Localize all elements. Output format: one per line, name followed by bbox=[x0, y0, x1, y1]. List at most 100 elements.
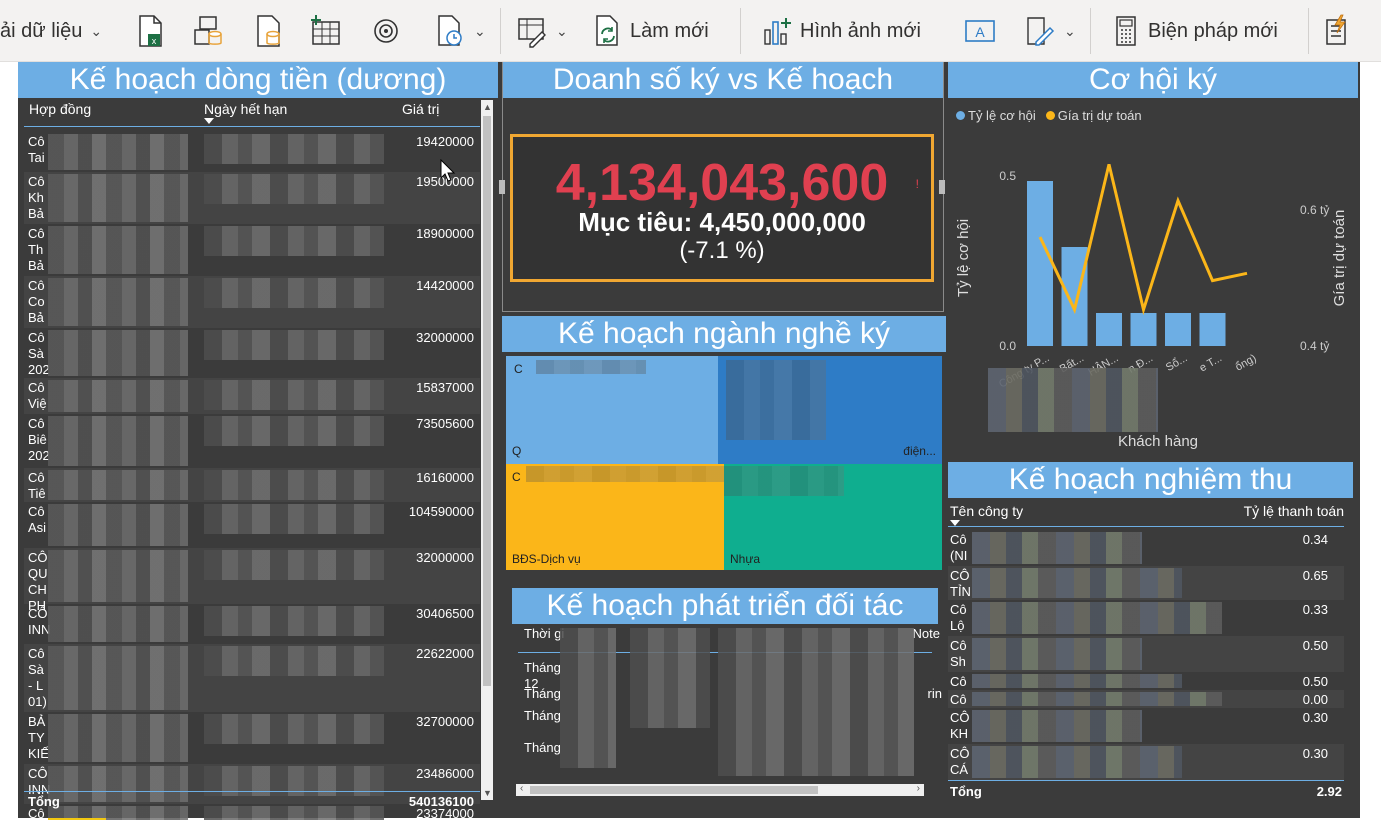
header-divider bbox=[24, 126, 480, 127]
scroll-left-icon[interactable]: ‹ bbox=[520, 783, 524, 794]
partner-col-time[interactable]: Thời gi bbox=[524, 626, 565, 641]
chevron-down-icon[interactable]: ⌄ bbox=[1064, 22, 1076, 39]
table-row[interactable]: Tháng 12 bbox=[518, 660, 932, 691]
calculator-icon bbox=[1116, 16, 1136, 46]
partner-note: rin bbox=[927, 686, 942, 701]
legend-item[interactable]: Gía trị dự toán bbox=[1045, 108, 1142, 123]
cashflow-scrollbar[interactable]: ▲ ▼ bbox=[481, 100, 493, 800]
col-rate-header[interactable]: Tỷ lệ thanh toán bbox=[1243, 503, 1344, 519]
company-name: Cô (NI bbox=[950, 532, 968, 563]
bar-opportunity-rate[interactable] bbox=[1096, 313, 1122, 346]
contract-name: Cô Việ bbox=[28, 380, 47, 411]
table-row[interactable]: Tháng bbox=[518, 708, 932, 734]
scrollbar-thumb[interactable] bbox=[483, 116, 491, 686]
table-row[interactable]: Cô Co Bả 14420000 bbox=[18, 276, 480, 328]
table-row[interactable]: Tháng bbox=[518, 740, 932, 766]
recent-sources-button[interactable]: ⌄ bbox=[434, 10, 486, 52]
contract-value: 32000000 bbox=[416, 330, 474, 345]
treemap-cell[interactable]: C Q bbox=[506, 356, 718, 464]
get-data-button[interactable]: ải dữ liệu ⌄ bbox=[0, 10, 102, 52]
sql-button[interactable] bbox=[252, 10, 284, 52]
acceptance-header-divider bbox=[948, 526, 1344, 527]
table-row[interactable]: CÔ INN 30406500 bbox=[18, 604, 480, 644]
acceptance-title: Kế hoạch nghiệm thu bbox=[948, 462, 1353, 498]
contract-value: 23374000 bbox=[416, 806, 474, 820]
dataverse-icon bbox=[374, 19, 398, 43]
table-row[interactable]: CÔ TỈN 0.65 bbox=[948, 566, 1344, 600]
legend-item[interactable]: Tỷ lệ cơ hội bbox=[956, 108, 1036, 123]
table-row[interactable]: Cô 0.00 bbox=[948, 690, 1344, 708]
table-row[interactable]: Cô Asi 104590000 bbox=[18, 502, 480, 548]
col-contract-header[interactable]: Hợp đồng bbox=[29, 101, 92, 117]
table-row[interactable]: CÔ INN 23486000 bbox=[18, 764, 480, 804]
table-row[interactable]: Cô Tai 19420000 bbox=[18, 132, 480, 172]
bar-opportunity-rate[interactable] bbox=[1130, 313, 1157, 346]
col-expiry-header[interactable]: Ngày hết hạn bbox=[204, 101, 288, 117]
table-row[interactable]: Cô Biê 202 73505600 bbox=[18, 414, 480, 468]
table-row[interactable]: Cô (NI 0.34 bbox=[948, 530, 1344, 566]
refresh-button[interactable]: Làm mới bbox=[592, 10, 709, 52]
total-label: Tổng bbox=[28, 794, 60, 809]
new-visual-button[interactable]: Hình ảnh mới bbox=[762, 10, 921, 52]
table-row[interactable]: Cô Sà - L 01) 22622000 bbox=[18, 644, 480, 712]
series-line-estimate[interactable] bbox=[1038, 163, 1248, 316]
table-row[interactable]: BẢ TY KIẾ 32700000 bbox=[18, 712, 480, 764]
partner-hscrollbar[interactable]: ‹ › bbox=[516, 783, 924, 796]
data-hub-button[interactable] bbox=[192, 10, 224, 52]
chevron-down-icon[interactable]: ⌄ bbox=[90, 22, 103, 39]
kpi-card[interactable]: 4,134,043,600 ! Mục tiêu: 4,450,000,000 … bbox=[510, 134, 934, 282]
contract-value: 30406500 bbox=[416, 606, 474, 621]
col-value-header[interactable]: Giá trị bbox=[402, 101, 440, 117]
svg-text:A: A bbox=[975, 24, 985, 40]
scroll-right-icon[interactable]: › bbox=[916, 783, 920, 794]
contract-name: CÔ INN bbox=[28, 606, 51, 637]
opportunity-chart[interactable]: Tỷ lệ cơ hội Gía trị dự toán Tỷ lệ cơ hộ… bbox=[948, 98, 1358, 460]
bar-opportunity-rate[interactable] bbox=[1199, 313, 1226, 346]
treemap-cell[interactable]: Nhựa bbox=[724, 464, 942, 570]
table-row[interactable]: Cô Th Bả 18900000 bbox=[18, 224, 480, 276]
contract-name: Cô Th Bả bbox=[28, 226, 45, 273]
treemap-cell[interactable]: C BĐS-Dịch vụ bbox=[506, 464, 726, 570]
bar-opportunity-rate[interactable] bbox=[1165, 313, 1191, 346]
more-visuals-button[interactable]: ⌄ bbox=[1024, 10, 1076, 52]
partner-col-note[interactable]: Note bbox=[912, 626, 940, 641]
enter-data-button[interactable] bbox=[310, 10, 342, 52]
table-row[interactable]: Cô Kh Bả 19500000 bbox=[18, 172, 480, 224]
acceptance-total-divider bbox=[948, 780, 1344, 781]
quick-measure-button[interactable] bbox=[1320, 10, 1352, 52]
bar-opportunity-rate[interactable] bbox=[1027, 181, 1053, 346]
table-row[interactable]: Tháng rin bbox=[518, 686, 942, 712]
refresh-icon bbox=[596, 15, 618, 46]
table-row[interactable]: Cô Sà 202 32000000 bbox=[18, 328, 480, 378]
dataverse-button[interactable] bbox=[370, 10, 402, 52]
new-measure-button[interactable]: Biện pháp mới bbox=[1110, 10, 1278, 52]
table-row[interactable]: Cô 0.50 bbox=[948, 672, 1344, 690]
ribbon-divider bbox=[740, 8, 741, 54]
table-row[interactable]: CÔ CÁ 0.30 bbox=[948, 744, 1344, 780]
excel-button[interactable]: x bbox=[134, 10, 166, 52]
resize-handle[interactable] bbox=[499, 180, 505, 194]
resize-handle[interactable] bbox=[939, 180, 945, 194]
table-row[interactable]: Cô Tiê 16160000 bbox=[18, 468, 480, 502]
scroll-up-icon[interactable]: ▲ bbox=[483, 102, 492, 112]
table-row[interactable]: Cô Lộ 0.33 bbox=[948, 600, 1344, 636]
legend-label: Gía trị dự toán bbox=[1057, 108, 1142, 123]
table-row[interactable]: CÔ QU CH PH 32000000 bbox=[18, 548, 480, 613]
bar-opportunity-rate[interactable] bbox=[1061, 247, 1088, 346]
chevron-down-icon[interactable]: ⌄ bbox=[474, 22, 486, 39]
transform-data-button[interactable]: ⌄ bbox=[516, 10, 568, 52]
col-company-header[interactable]: Tên công ty bbox=[950, 503, 1024, 519]
opportunity-title: Cơ hội ký bbox=[948, 62, 1358, 98]
contract-value: 73505600 bbox=[416, 416, 474, 431]
treemap-cell-label: C bbox=[512, 470, 521, 484]
hscrollbar-thumb[interactable] bbox=[530, 786, 818, 794]
table-row[interactable]: Cô 23374000 bbox=[18, 804, 480, 820]
table-row[interactable]: Cô Việ 15837000 bbox=[18, 378, 480, 414]
table-row[interactable]: Cô Sh 0.50 bbox=[948, 636, 1344, 672]
text-box-button[interactable]: A bbox=[964, 10, 996, 52]
table-row[interactable]: CÔ KH 0.30 bbox=[948, 708, 1344, 744]
scroll-down-icon[interactable]: ▼ bbox=[483, 788, 492, 798]
chevron-down-icon[interactable]: ⌄ bbox=[556, 22, 568, 39]
contract-value: 15837000 bbox=[416, 380, 474, 395]
treemap-cell[interactable]: điện... bbox=[718, 356, 942, 464]
